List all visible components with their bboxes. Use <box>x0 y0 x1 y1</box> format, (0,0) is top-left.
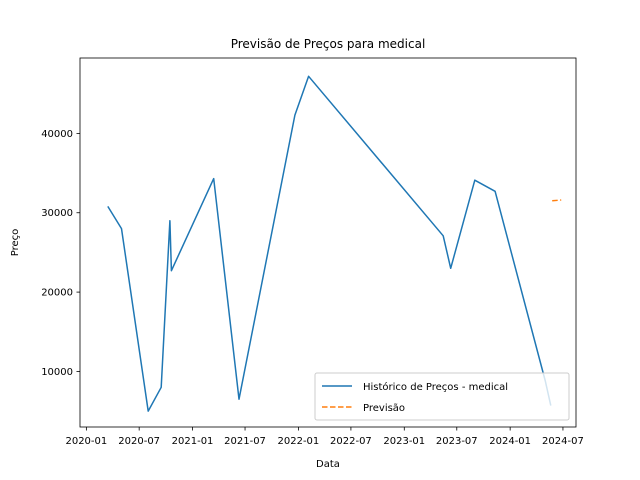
x-tick-label: 2021-01 <box>172 436 214 447</box>
y-axis: 10000 20000 30000 40000 <box>41 129 80 378</box>
x-tick-label: 2024-01 <box>489 436 531 447</box>
x-tick-label: 2023-07 <box>436 436 478 447</box>
x-axis-label: Data <box>316 459 340 470</box>
y-tick-label: 10000 <box>41 367 73 378</box>
legend: Histórico de Preços - medical Previsão <box>314 372 570 421</box>
x-tick-label: 2020-01 <box>65 436 107 447</box>
x-tick-label: 2023-01 <box>383 436 425 447</box>
y-tick-label: 40000 <box>41 129 73 140</box>
y-tick-label: 20000 <box>41 288 73 299</box>
x-tick-label: 2021-07 <box>224 436 266 447</box>
x-tick-label: 2022-07 <box>330 436 372 447</box>
x-tick-label: 2024-07 <box>542 436 584 447</box>
x-axis: 2020-01 2020-07 2021-01 2021-07 2022-01 2022-… <box>65 427 584 447</box>
x-tick-label: 2022-01 <box>278 436 320 447</box>
legend-label: Previsão <box>363 403 405 414</box>
chart-title: Previsão de Preços para medical <box>231 37 426 51</box>
legend-label: Histórico de Preços - medical <box>363 381 508 393</box>
x-tick-label: 2020-07 <box>118 436 160 447</box>
plot-series <box>107 75 562 412</box>
y-axis-label: Preço <box>10 229 21 257</box>
legend-box <box>314 372 570 421</box>
series-line-0 <box>107 75 552 412</box>
plot-frame <box>79 57 577 428</box>
series-line-1 <box>552 199 562 202</box>
y-tick-label: 30000 <box>41 208 73 219</box>
